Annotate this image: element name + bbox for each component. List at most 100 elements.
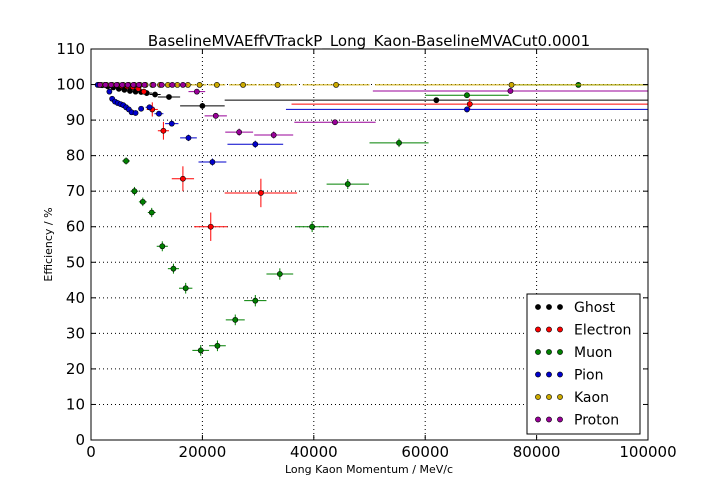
kaon-point [240, 82, 246, 88]
muon-point [276, 271, 283, 277]
y-tick-label: 30 [66, 324, 85, 342]
proton-point [212, 112, 219, 119]
pion-point [168, 120, 175, 127]
proton-point [180, 82, 186, 88]
pion-point [138, 105, 145, 112]
x-tick-label: 0 [86, 443, 96, 461]
proton-point [108, 82, 114, 88]
legend-marker-proton [535, 416, 541, 423]
y-tick-label: 110 [56, 40, 85, 58]
legend-marker-proton [557, 416, 563, 423]
legend-label-pion: Pion [574, 368, 603, 384]
legend-marker-muon [546, 349, 552, 355]
proton-point [97, 82, 103, 88]
electron-point [141, 88, 147, 95]
legend-marker-pion [535, 371, 541, 378]
series-electron [96, 82, 648, 241]
muon-point [123, 158, 129, 164]
proton-point [130, 82, 137, 88]
kaon-point [274, 82, 281, 88]
x-tick-label: 80000 [513, 443, 561, 461]
ghost-point [152, 91, 158, 98]
chart-title: BaselineMVAEffVTrackP_Long_Kaon-Baseline… [148, 32, 590, 51]
legend-marker-kaon [546, 394, 552, 400]
electron-point [160, 127, 167, 134]
legend-marker-pion [546, 371, 552, 378]
y-tick-label: 60 [66, 218, 85, 236]
series-pion [94, 82, 648, 166]
series-proton [97, 82, 648, 139]
x-axis-label: Long Kaon Momentum / MeV/c [285, 463, 453, 476]
y-axis-label: Efficiency / % [42, 207, 55, 281]
x-tick-label: 20000 [179, 443, 227, 461]
legend-label-ghost: Ghost [574, 300, 616, 316]
y-tick-label: 40 [66, 289, 85, 307]
muon-point [309, 223, 316, 230]
muon-point [159, 243, 166, 250]
y-tick-label: 20 [66, 360, 85, 378]
legend-marker-electron [557, 326, 563, 333]
muon-point [148, 209, 155, 216]
ghost-point [166, 94, 172, 100]
ghost-point [433, 97, 440, 104]
muon-point [131, 188, 138, 195]
pion-point [209, 159, 216, 165]
proton-point [169, 82, 176, 88]
legend-label-electron: Electron [574, 323, 631, 339]
legend-label-muon: Muon [574, 345, 612, 361]
pion-point [464, 106, 470, 113]
ticks: 0 20000 40000 60000 80000 100000 0 10 20 30 40 50 60… [56, 40, 676, 461]
y-tick-label: 50 [66, 253, 85, 271]
proton-point [124, 82, 131, 88]
y-tick-label: 0 [75, 431, 85, 449]
data-layer [94, 82, 648, 356]
electron-point [257, 190, 264, 196]
pion-point [146, 104, 153, 111]
muon-point [182, 285, 189, 292]
proton-point [507, 88, 514, 94]
proton-point [136, 82, 142, 88]
muon-point [139, 198, 146, 205]
legend-marker-muon [557, 349, 563, 355]
muon-point [396, 139, 402, 146]
muon-point [252, 297, 259, 304]
legend-marker-pion [557, 371, 563, 378]
legend-label-kaon: Kaon [574, 390, 609, 406]
x-tick-label: 60000 [401, 443, 449, 461]
legend-marker-ghost [546, 304, 552, 310]
legend-box [526, 293, 641, 435]
y-tick-label: 100 [56, 76, 85, 94]
proton-point [332, 119, 338, 126]
y-tick-label: 80 [66, 147, 85, 165]
ghost-point [199, 102, 206, 109]
muon-point [464, 92, 470, 99]
legend-marker-proton [546, 416, 552, 423]
legend-marker-ghost [557, 304, 563, 310]
proton-point [270, 132, 277, 138]
electron-point [466, 101, 473, 107]
y-tick-label: 90 [66, 111, 85, 129]
electron-point [180, 175, 186, 182]
pion-point [156, 110, 162, 117]
pion-point [185, 134, 192, 141]
muon-point [214, 342, 221, 349]
kaon-point [196, 82, 203, 88]
plot-frame [90, 48, 649, 441]
muon-point [232, 316, 239, 323]
muon-point [197, 347, 204, 354]
pion-point [132, 110, 139, 116]
legend-marker-electron [546, 326, 552, 333]
legend-marker-muon [535, 349, 541, 355]
x-tick-label: 40000 [290, 443, 338, 461]
legend: Ghost Electron Muon Pion Kaon Proton [526, 293, 641, 435]
x-tick-label: 100000 [619, 443, 676, 461]
legend-marker-electron [535, 326, 541, 333]
y-tick-label: 70 [66, 182, 85, 200]
proton-point [119, 82, 126, 88]
proton-point [193, 88, 200, 95]
electron-point [207, 223, 214, 230]
muon-point [170, 265, 177, 272]
proton-point [113, 82, 120, 88]
proton-point [150, 82, 157, 88]
